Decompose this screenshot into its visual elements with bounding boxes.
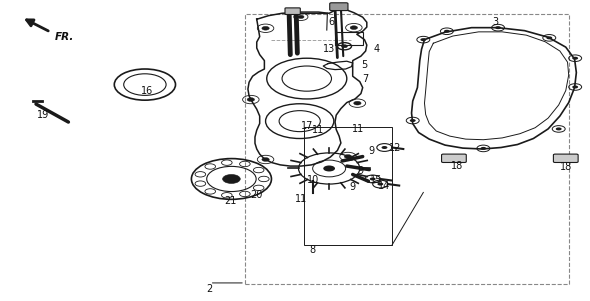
Text: 2: 2 [206, 284, 213, 294]
Text: 7: 7 [362, 74, 369, 84]
Circle shape [420, 38, 426, 41]
Circle shape [378, 183, 384, 185]
Circle shape [247, 98, 254, 101]
Circle shape [382, 146, 388, 149]
FancyBboxPatch shape [441, 154, 466, 163]
Text: 17: 17 [300, 121, 313, 131]
Circle shape [572, 85, 578, 88]
Text: 9: 9 [369, 145, 375, 156]
Circle shape [480, 147, 486, 150]
Text: 3: 3 [492, 17, 498, 27]
Text: 4: 4 [373, 44, 379, 54]
Text: 13: 13 [323, 44, 335, 54]
Text: 11: 11 [295, 194, 307, 204]
FancyBboxPatch shape [285, 8, 300, 14]
Circle shape [410, 119, 416, 122]
Text: 19: 19 [37, 110, 49, 120]
Circle shape [546, 36, 552, 39]
Circle shape [345, 155, 352, 158]
Circle shape [350, 26, 358, 29]
FancyBboxPatch shape [553, 154, 578, 163]
Text: 16: 16 [140, 85, 153, 96]
Text: 11: 11 [352, 124, 365, 134]
Text: 11: 11 [313, 125, 324, 135]
Circle shape [556, 127, 562, 130]
Text: 9: 9 [358, 166, 364, 176]
Text: 9: 9 [350, 182, 356, 192]
Text: 18: 18 [560, 162, 572, 172]
FancyBboxPatch shape [330, 3, 348, 11]
Text: 5: 5 [361, 60, 368, 70]
Circle shape [323, 166, 335, 172]
Text: 14: 14 [378, 182, 391, 191]
Text: 15: 15 [370, 175, 382, 185]
Text: 12: 12 [389, 142, 401, 153]
Text: 10: 10 [307, 175, 319, 185]
Circle shape [222, 175, 240, 183]
Text: 21: 21 [224, 196, 237, 206]
Text: 18: 18 [451, 161, 463, 171]
Circle shape [342, 45, 348, 48]
Circle shape [370, 178, 376, 181]
Circle shape [444, 30, 450, 33]
Circle shape [262, 26, 269, 30]
Circle shape [495, 26, 501, 29]
Text: 8: 8 [310, 245, 316, 255]
Text: FR.: FR. [55, 32, 74, 42]
Text: 6: 6 [329, 17, 335, 27]
Circle shape [353, 101, 361, 105]
Circle shape [262, 158, 269, 161]
Text: 20: 20 [251, 190, 263, 200]
Circle shape [298, 15, 304, 18]
Circle shape [572, 57, 578, 60]
